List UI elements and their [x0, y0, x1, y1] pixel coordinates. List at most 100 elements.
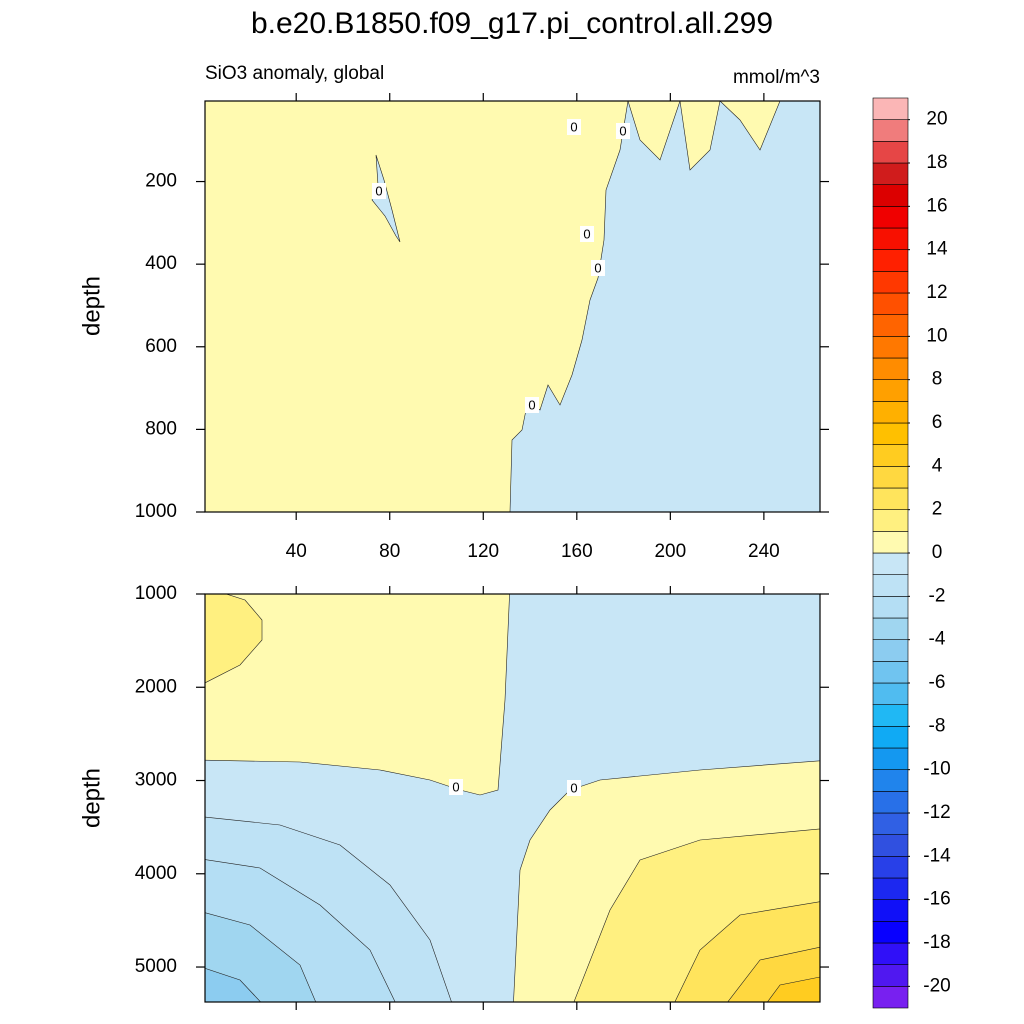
contour-label-bg [591, 260, 605, 276]
contour-region [205, 594, 263, 684]
colorbar-box [872, 986, 909, 1009]
y-tick-label: 800 [145, 418, 177, 439]
colorbar-box [872, 574, 909, 597]
colorbar-box [872, 119, 909, 142]
subtitle-right: mmol/m^3 [733, 67, 820, 88]
colorbar-box [872, 704, 909, 727]
chart-title: b.e20.B1850.f09_g17.pi_control.all.299 [251, 7, 773, 40]
colorbar-tick-label: -20 [923, 975, 950, 996]
y-tick-label: 4000 [135, 863, 177, 884]
contour-label: 0 [583, 226, 590, 241]
colorbar-box [872, 791, 909, 814]
y-tick-label: 600 [145, 336, 177, 357]
contour-region [205, 968, 262, 1002]
colorbar-box [872, 422, 909, 445]
colorbar-box [872, 487, 909, 510]
contour-label: 0 [619, 123, 626, 138]
y-tick-label: 2000 [135, 676, 177, 697]
contour-label-bg [525, 397, 539, 413]
colorbar-tick-label: -2 [929, 585, 946, 606]
colorbar-tick-label: -14 [923, 845, 951, 866]
colorbar-tick-label: 14 [926, 239, 948, 260]
contour-label: 0 [570, 780, 577, 795]
contour-label-bg [567, 119, 581, 135]
colorbar-box [872, 531, 909, 554]
colorbar-box [872, 726, 909, 749]
colorbar-tick-label: 10 [926, 325, 947, 346]
x-tick-label: 240 [748, 541, 780, 562]
contour-label-bg [567, 780, 581, 796]
colorbar-box [872, 834, 909, 857]
y-tick-label: 5000 [135, 956, 177, 977]
x-tick-label: 80 [379, 541, 400, 562]
colorbar-tick-label: 20 [926, 109, 947, 130]
colorbar-tick-label: -12 [923, 802, 950, 823]
colorbar-box [872, 336, 909, 359]
plot-frame [204, 100, 821, 513]
x-tick-label: 120 [467, 541, 499, 562]
colorbar-box [872, 379, 909, 402]
colorbar-tick-label: -10 [923, 759, 950, 780]
colorbar-tick-label: 8 [932, 369, 943, 390]
colorbar-box [872, 964, 909, 987]
colorbar-box [872, 184, 909, 207]
colorbar-box [872, 292, 909, 315]
colorbar-box [872, 401, 909, 424]
colorbar-box [872, 877, 909, 900]
colorbar-tick-label: 12 [926, 282, 947, 303]
colorbar-box [872, 769, 909, 792]
colorbar-box [872, 444, 909, 467]
colorbar-box [872, 639, 909, 662]
colorbar-box [872, 271, 909, 294]
contour-label: 0 [375, 183, 382, 198]
colorbar-box [872, 747, 909, 770]
colorbar-box [872, 682, 909, 705]
colorbar-box [872, 227, 909, 250]
y-tick-label: 400 [145, 253, 177, 274]
colorbar-tick-label: 2 [932, 499, 943, 520]
colorbar-tick-label: 16 [926, 195, 947, 216]
y-tick-label: 200 [145, 171, 177, 192]
y-axis-label: depth [78, 768, 105, 828]
contour-region [509, 101, 820, 512]
colorbar-box [872, 314, 909, 337]
colorbar-box [872, 357, 909, 380]
colorbar-box [872, 812, 909, 835]
contour-label: 0 [452, 779, 459, 794]
colorbar-box [872, 466, 909, 489]
contour-label: 0 [594, 260, 601, 275]
y-axis-label: depth [78, 276, 105, 336]
colorbar-box [872, 856, 909, 879]
x-tick-label: 40 [286, 541, 307, 562]
colorbar-tick-label: 18 [926, 152, 947, 173]
contour-label-bg [580, 226, 594, 242]
colorbar-box [872, 206, 909, 229]
colorbar-box [872, 552, 909, 575]
colorbar-tick-label: -16 [923, 889, 950, 910]
y-tick-label: 1000 [135, 501, 177, 522]
colorbar-box [872, 661, 909, 684]
colorbar-box [872, 141, 909, 164]
colorbar-tick-label: -6 [929, 672, 946, 693]
colorbar-box [872, 921, 909, 944]
y-tick-label: 1000 [135, 583, 177, 604]
colorbar-tick-label: -18 [923, 932, 950, 953]
contour-label: 0 [570, 119, 577, 134]
colorbar-box [872, 942, 909, 965]
colorbar-tick-label: 4 [932, 455, 943, 476]
colorbar-box [872, 162, 909, 185]
colorbar-tick-label: 0 [932, 542, 943, 563]
x-tick-label: 200 [654, 541, 686, 562]
colorbar-box [872, 509, 909, 532]
colorbar-tick-label: -4 [929, 629, 946, 650]
plot-frame [204, 593, 821, 1003]
contour-label-bg [372, 183, 386, 199]
contour-region [767, 976, 820, 1002]
contour-label-bg [616, 123, 630, 139]
contour-field [205, 101, 820, 512]
colorbar-tick-label: -8 [929, 715, 946, 736]
colorbar-box [872, 249, 909, 272]
colorbar-box [872, 617, 909, 640]
